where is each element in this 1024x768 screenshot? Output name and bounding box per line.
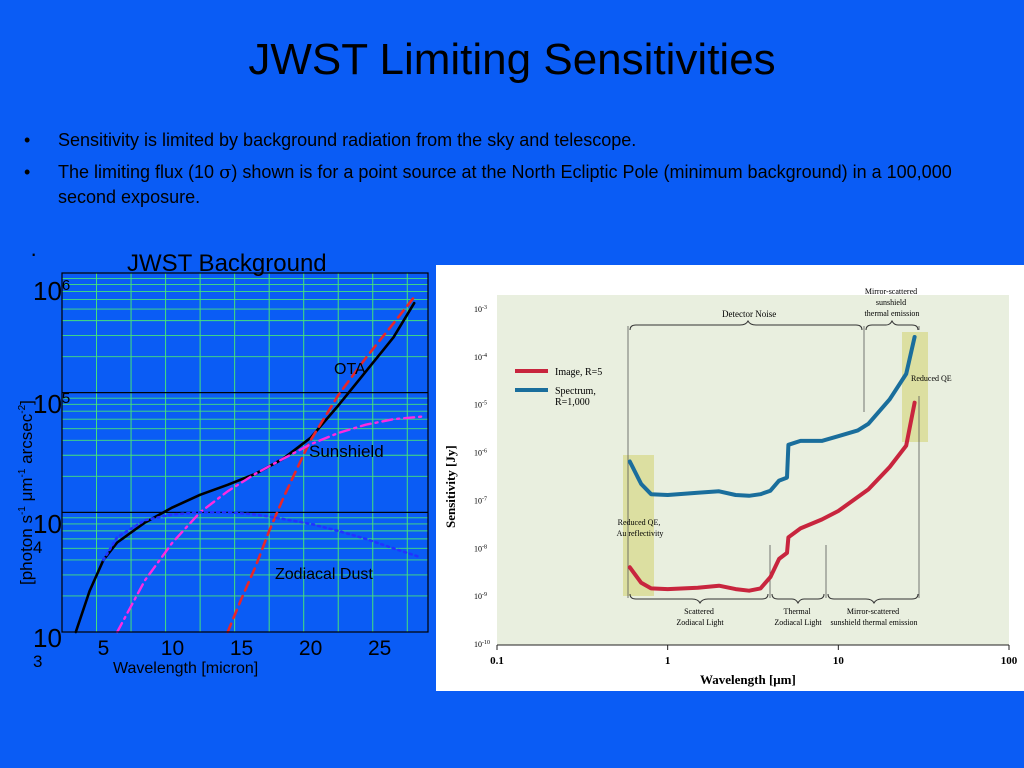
brace-mirror-bottom [827,593,919,605]
ylabel-sup: -2 [17,404,28,413]
x-tick-label: 15 [230,637,253,660]
chart-title: JWST Background [127,250,327,277]
x-tick-label: 5 [98,637,110,660]
series-line-zodiacal [102,510,423,562]
annotation-line: thermal emission [865,309,920,318]
annotation-line: Mirror-scattered [865,287,917,296]
annotation-thermal: Thermal Zodiacal Light [774,607,822,627]
y-tick-label: 10-9 [474,592,487,601]
legend-label-line: R=1,000 [555,397,590,408]
y-tick-base: 10 [33,389,62,419]
ylabel-part: ] [17,400,36,405]
series-line-ota [226,295,416,634]
y-tick-label-1e3-base: 10 [33,623,62,653]
y-tick-exponent: 5 [62,390,70,407]
x-tick-label: 25 [368,637,391,660]
annotation-sunshield: Sunshield [309,442,384,461]
plot-frame [61,272,429,633]
annotation-mirror-top: Mirror-scattered sunshield thermal emiss… [865,287,920,318]
x-tick-label: 20 [299,637,322,660]
plot-area [62,273,428,632]
bullet-item: The limiting flux (10 σ) shown is for a … [22,160,982,210]
bullet-list: Sensitivity is limited by background rad… [22,128,982,217]
x-axis-label: Wavelength [micron] [113,660,258,677]
y-tick-label-1e4-base: 10 [33,509,62,539]
y-tick-label: 10-7 [474,496,487,505]
y-tick-label-1e3-exp: 3 [33,652,42,671]
y-axis-label: [photon s-1 μm-1 arcsec-2] [17,400,36,585]
series-group [74,295,423,634]
annotation-reduced-qe-right: Reduced QE [911,374,952,383]
legend-label-line: Spectrum, [555,386,596,397]
y-tick-label: 10-8 [474,544,487,553]
x-tick-label: 10 [161,637,184,660]
slide-title: JWST Limiting Sensitivities [248,35,776,84]
series-line-image [627,400,917,593]
highlight-reduced-qe-right [902,332,928,442]
annotation-line: sunshield thermal emission [830,618,917,627]
ylabel-part: [photon s [17,515,36,585]
y-tick-label: 10-5 [474,401,487,410]
region-braces [629,319,919,605]
annotation-line: sunshield [876,298,906,307]
x-axis-label: Wavelength [μm] [700,672,796,687]
ylabel-sup: -1 [17,506,28,515]
series-line-spectrum [627,335,917,498]
y-tick-label-1e5: 105 [33,389,70,419]
annotation-line: Mirror-scattered [847,607,899,616]
bullet-text-pre: The limiting flux (10 [58,162,220,182]
annotation-line: Au reflectivity [617,529,664,538]
ylabel-sup: -1 [17,468,28,477]
y-tick-exponent: 6 [62,277,70,294]
y-tick-base: 10 [33,276,62,306]
y-tick-label-1e6: 106 [33,276,70,306]
x-tick-label: 100 [1001,655,1018,667]
y-tick-labels: 10-3 10-4 10-5 10-6 10-7 10-8 10-9 10-10 [474,305,490,649]
y-tick-label: 10-6 [474,449,487,458]
x-tick-label: 1 [665,655,671,667]
bullet-text-post: ) shown is for a point source at the Nor… [58,162,952,207]
y-tick-label: 10-10 [474,640,490,649]
annotation-line: Scattered [684,607,714,616]
annotation-line: Thermal [783,607,811,616]
x-tick-label: 0.1 [490,655,504,667]
legend-label-image: Image, R=5 [555,367,602,378]
ylabel-part: μm [17,477,36,506]
plot-area [497,295,1009,645]
y-tick-label: 10-3 [474,305,487,314]
brace-detector-noise [629,319,863,331]
bullet-item: Sensitivity is limited by background rad… [22,128,982,153]
annotation-scattered: Scattered Zodiacal Light [676,607,724,627]
sigma-symbol: σ [219,162,232,183]
annotation-ota: OTA [334,361,366,378]
legend: Image, R=5 Spectrum, R=1,000 [515,367,602,408]
y-tick-label-1e4-exp: 4 [33,538,42,557]
series-line-sunshield [115,415,423,634]
stray-bullet: · [30,241,38,266]
y-tick-label: 10-4 [474,353,487,362]
annotation-reduced-qe-left: Reduced QE, Au reflectivity [617,518,664,538]
x-tick-label: 10 [833,655,845,667]
brace-mirror-top [865,319,919,331]
brace-thermal [771,593,825,605]
annotation-line: Zodiacal Light [774,618,822,627]
legend-label-spectrum: Spectrum, R=1,000 [555,386,596,408]
x-tick-labels: 5 10 15 20 25 [98,637,392,660]
y-axis-label: Sensitivity [Jy] [443,445,458,528]
annotation-detector-noise: Detector Noise [722,309,776,319]
annotation-line: Reduced QE, [618,518,661,527]
annotation-zodiacal-dust: Zodiacal Dust [275,566,373,583]
bullet-text: Sensitivity is limited by background rad… [58,130,637,150]
brace-scattered [629,593,769,605]
series-group [627,335,917,593]
annotation-mirror-bottom: Mirror-scattered sunshield thermal emiss… [830,607,917,627]
ylabel-part: arcsec [17,413,36,468]
annotation-line: Zodiacal Light [676,618,724,627]
x-tick-labels: 0.1 1 10 100 [490,645,1018,667]
